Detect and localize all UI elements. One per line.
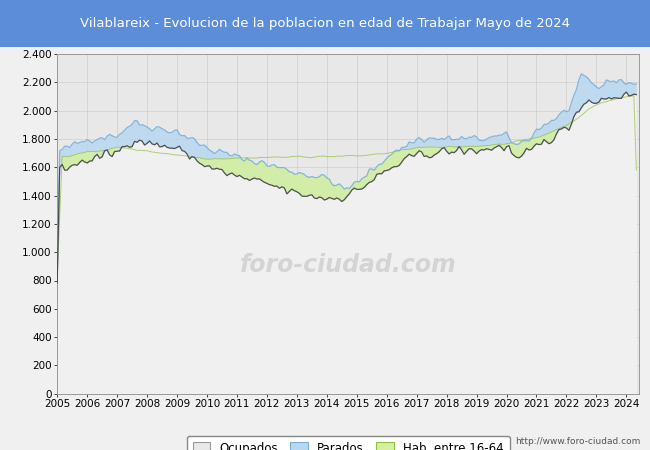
Text: Vilablareix - Evolucion de la poblacion en edad de Trabajar Mayo de 2024: Vilablareix - Evolucion de la poblacion … xyxy=(80,17,570,30)
Text: http://www.foro-ciudad.com: http://www.foro-ciudad.com xyxy=(515,437,640,446)
Text: foro-ciudad.com: foro-ciudad.com xyxy=(240,252,456,277)
Legend: Ocupados, Parados, Hab. entre 16-64: Ocupados, Parados, Hab. entre 16-64 xyxy=(187,436,510,450)
